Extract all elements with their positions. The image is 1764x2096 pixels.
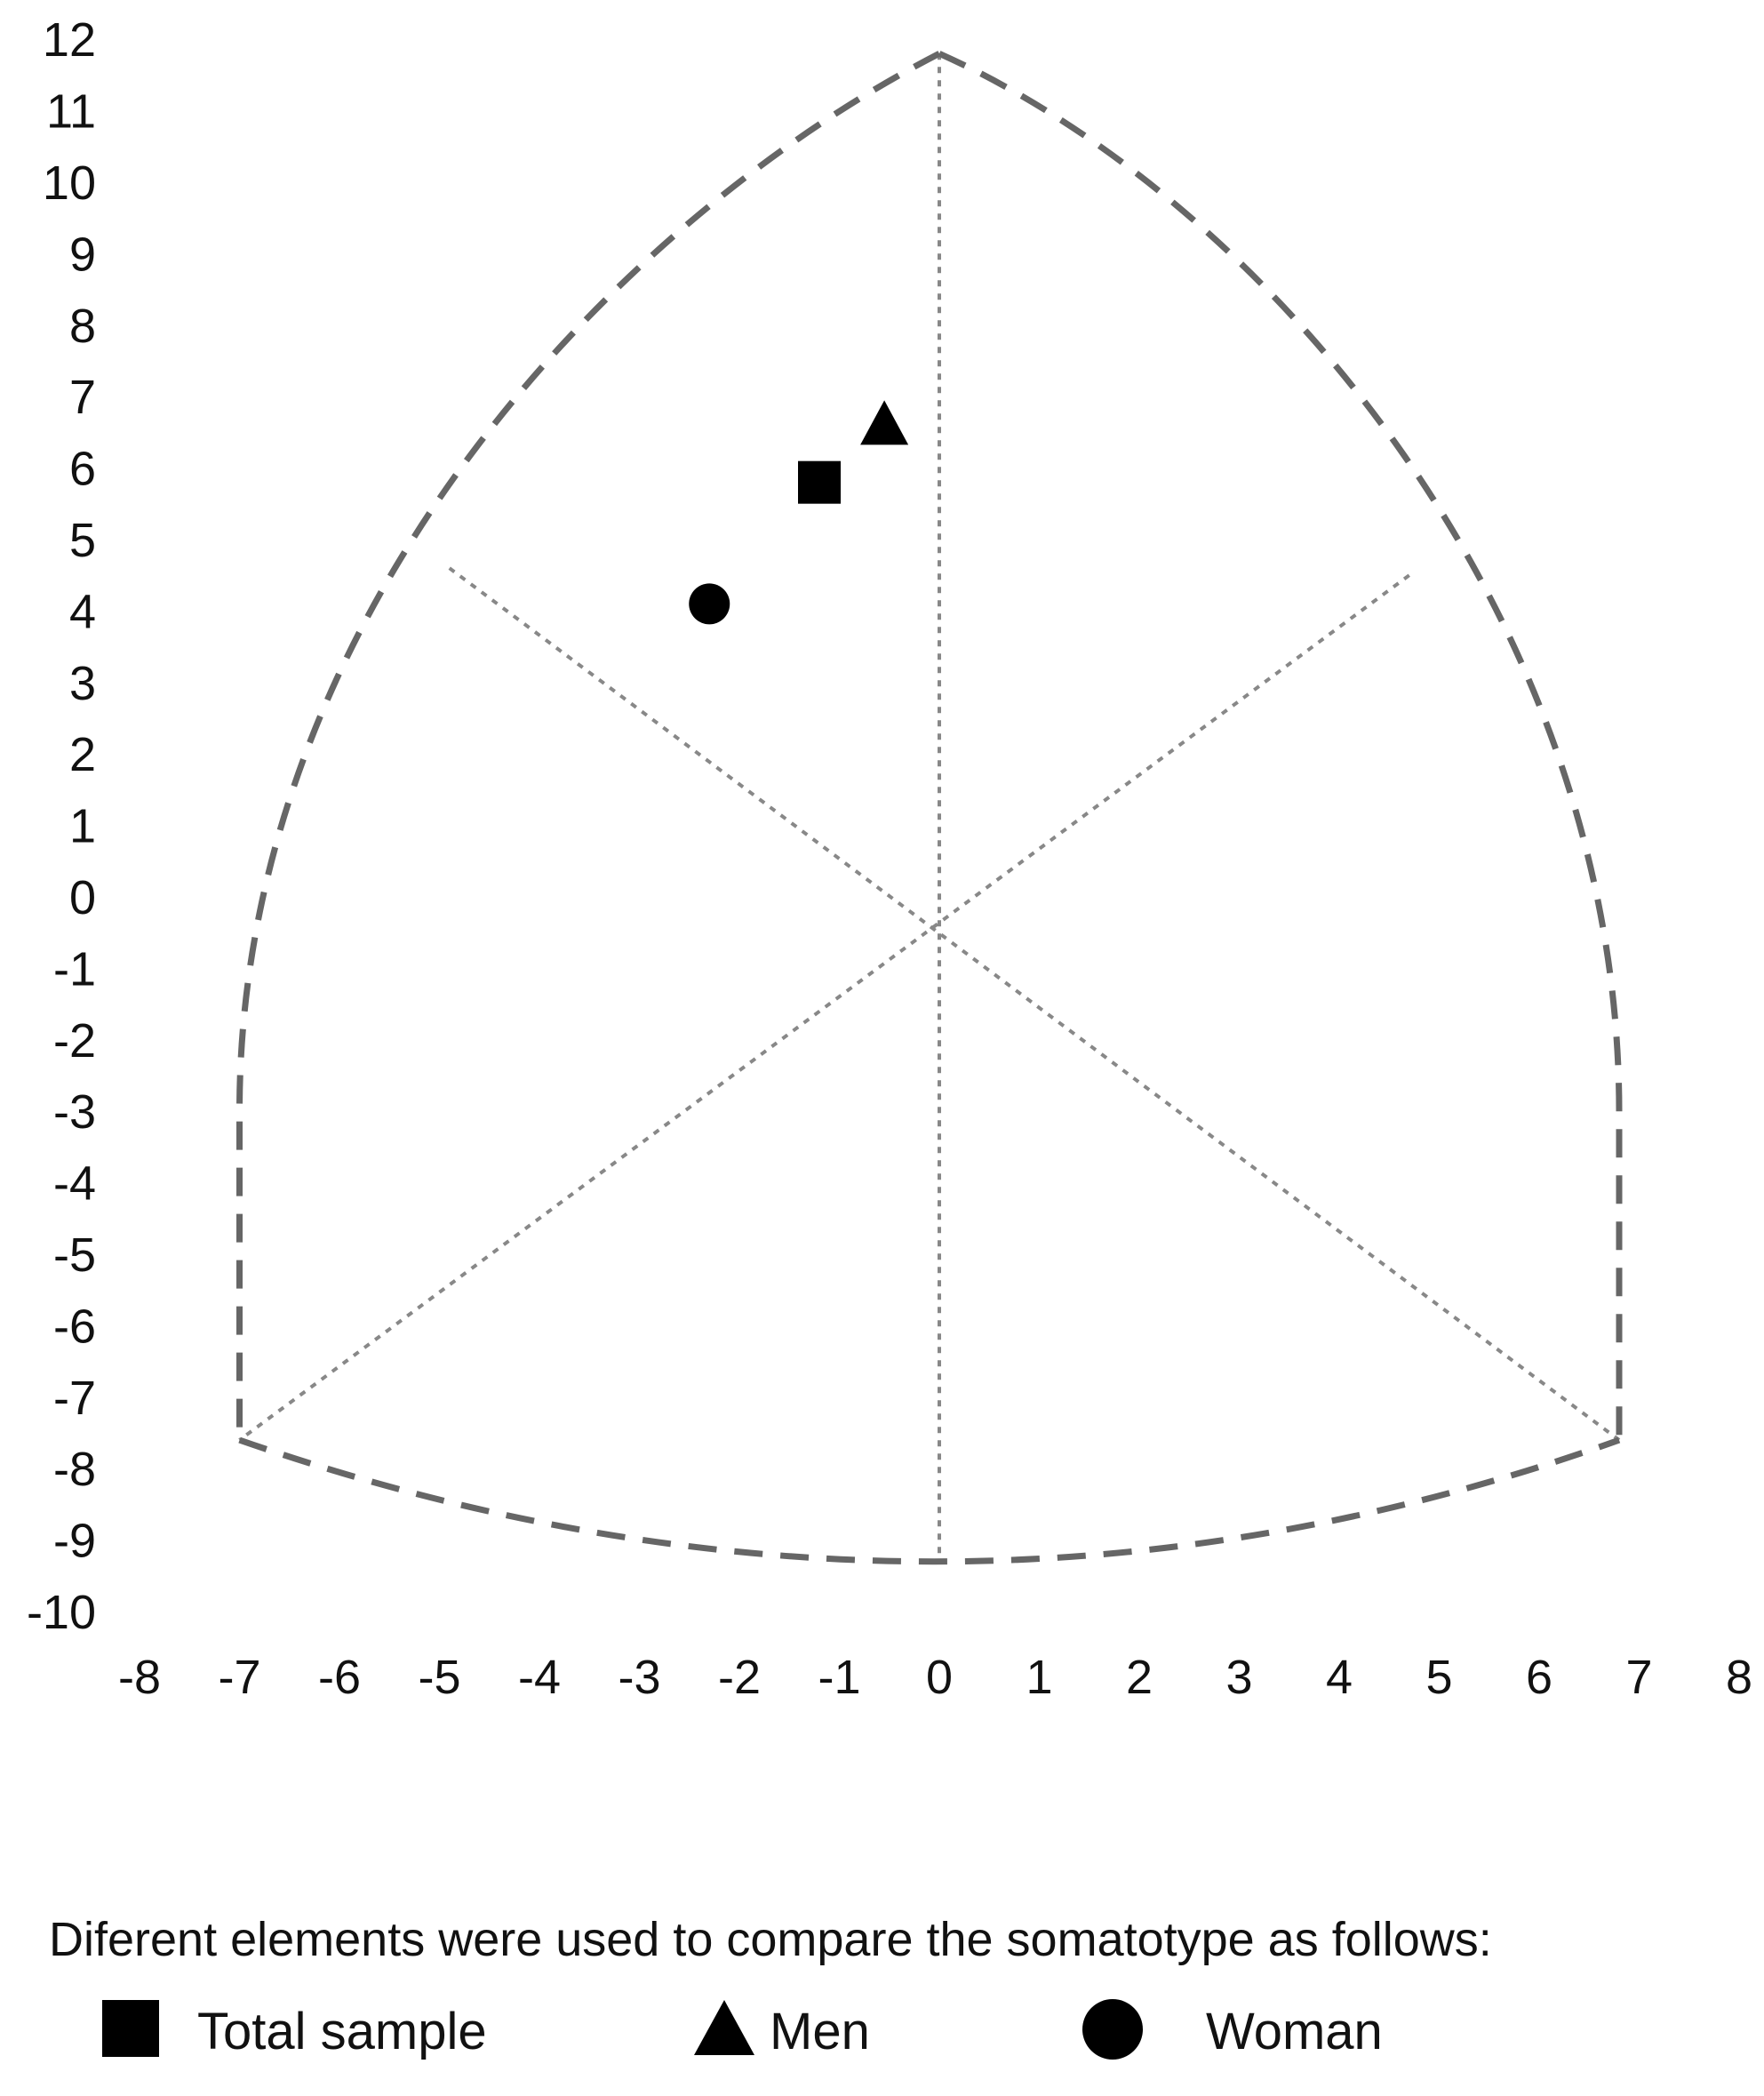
- legend-title: Diferent elements were used to compare t…: [49, 1913, 1492, 1966]
- y-tick-label: 10: [43, 156, 96, 210]
- legend-item-total-sample: Total sample: [102, 2000, 487, 2060]
- x-tick-label: -8: [118, 1651, 161, 1704]
- x-tick-label: -5: [418, 1651, 460, 1704]
- x-tick-label: -4: [518, 1651, 561, 1704]
- y-tick-label: 6: [69, 443, 96, 496]
- x-tick-label: 3: [1225, 1651, 1252, 1704]
- y-tick-label: 9: [69, 228, 96, 281]
- y-tick-label: -9: [53, 1515, 96, 1568]
- square-icon: [102, 2000, 159, 2057]
- y-tick-label: 7: [69, 371, 96, 424]
- y-tick-label: 3: [69, 657, 96, 710]
- x-tick-label: 0: [926, 1651, 953, 1704]
- data-point-woman: [689, 583, 730, 625]
- x-tick-label: -6: [318, 1651, 361, 1704]
- y-tick-label: -2: [53, 1014, 96, 1068]
- x-tick-label: -3: [618, 1651, 660, 1704]
- y-tick-label: -8: [53, 1443, 96, 1496]
- x-tick-label: 5: [1425, 1651, 1452, 1704]
- x-tick-label: 4: [1326, 1651, 1353, 1704]
- circle-icon: [1082, 1999, 1143, 2060]
- y-tick-label: -3: [53, 1085, 96, 1139]
- data-point-men: [860, 400, 909, 445]
- x-tick-label: -1: [818, 1651, 860, 1704]
- outline-bottom-arc: [238, 1436, 1621, 1565]
- outline-left-arc: [236, 51, 941, 1441]
- y-tick-label: 11: [46, 85, 96, 139]
- y-tick-label: -10: [27, 1586, 96, 1639]
- data-points: [689, 400, 909, 625]
- x-tick-label: 7: [1625, 1651, 1652, 1704]
- legend-item-men: Men: [694, 2000, 870, 2060]
- guide-line-diagonal-up: [238, 573, 1410, 1442]
- x-axis-tick-labels: -8 -7 -6 -5 -4 -3 -2 -1 0 1 2 3 4 5 6 7 8: [118, 1651, 1752, 1704]
- y-tick-label: 2: [69, 728, 96, 781]
- y-tick-label: -4: [53, 1157, 96, 1211]
- y-tick-label: 4: [69, 585, 96, 638]
- y-tick-label: 12: [43, 13, 96, 67]
- legend-label-woman: Woman: [1206, 2003, 1383, 2060]
- somatochart-outline: [236, 51, 1623, 1565]
- x-tick-label: -7: [218, 1651, 260, 1704]
- x-tick-label: 8: [1726, 1651, 1752, 1704]
- triangle-icon: [694, 2000, 754, 2055]
- y-tick-label: -6: [53, 1300, 96, 1353]
- y-tick-label: -7: [53, 1372, 96, 1425]
- somatochart-guide-lines: [238, 53, 1621, 1562]
- legend-item-woman: Woman: [1082, 1999, 1383, 2060]
- x-tick-label: 2: [1126, 1651, 1153, 1704]
- legend-label-total-sample: Total sample: [197, 2003, 487, 2060]
- y-tick-label: -5: [53, 1228, 96, 1282]
- data-point-total-sample: [798, 460, 841, 504]
- y-tick-label: 1: [69, 800, 96, 853]
- y-tick-label: 5: [69, 514, 96, 567]
- y-tick-label: 0: [69, 871, 96, 924]
- x-tick-label: 6: [1526, 1651, 1552, 1704]
- y-tick-label: 8: [69, 300, 96, 353]
- x-tick-label: 1: [1026, 1651, 1052, 1704]
- legend: Diferent elements were used to compare t…: [49, 1913, 1492, 2060]
- guide-line-diagonal-down: [448, 566, 1621, 1442]
- legend-label-men: Men: [770, 2003, 870, 2060]
- outline-right-arc: [938, 51, 1623, 1441]
- y-tick-label: -1: [53, 942, 96, 996]
- x-tick-label: -2: [718, 1651, 761, 1704]
